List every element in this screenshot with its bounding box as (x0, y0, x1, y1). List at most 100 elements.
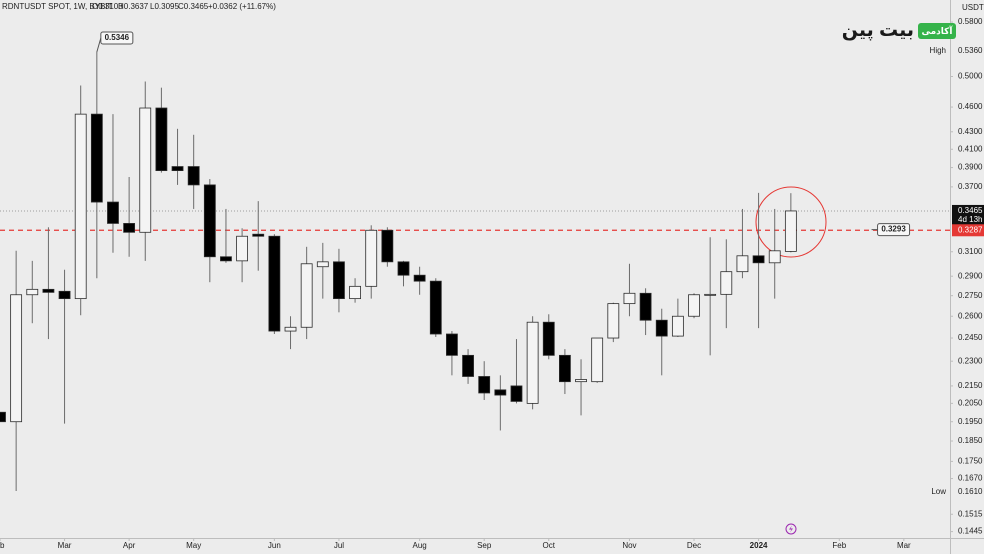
candle-body (381, 229, 394, 263)
candle-body (784, 210, 797, 252)
y-tick-label: 0.2300 (958, 356, 983, 365)
highlight-circle (755, 186, 827, 258)
candle-body (510, 385, 523, 402)
candle-body (704, 293, 717, 296)
last-price-badge (952, 204, 984, 226)
candle-body (446, 333, 458, 356)
x-tick-label: 2024 (750, 541, 768, 550)
ohlc-high: H0.3637 (118, 2, 149, 11)
callout-box (100, 31, 134, 45)
logo-tag: آکادمی (922, 25, 954, 36)
candle-body (220, 256, 232, 262)
y-tick-label: 0.4600 (958, 102, 983, 111)
callout-label: 0.5346 (105, 33, 130, 42)
event-icon-bolt (789, 525, 793, 533)
callout-label: 0.3293 (881, 225, 906, 234)
candle-body (655, 319, 668, 337)
candle-series (0, 51, 797, 492)
candle-body (107, 201, 119, 224)
candle-body (349, 285, 361, 300)
y-tick-label: 0.5000 (958, 72, 983, 81)
candle-body (542, 321, 555, 356)
price-line-label: 0.3287 (958, 225, 983, 234)
candle-body (26, 288, 39, 296)
change: +0.0362 (+11.67%) (208, 2, 276, 11)
ohlc-close: C0.3465 (178, 2, 209, 11)
x-tick-label: Dec (687, 541, 701, 550)
candle-body (90, 113, 103, 203)
candle-body (429, 280, 442, 335)
x-tick-label: Apr (123, 541, 136, 550)
x-tick-label: Jul (334, 541, 344, 550)
y-tick-label: 0.2050 (958, 398, 983, 407)
countdown: 4d 13h (958, 215, 982, 224)
y-tick-label: 0.3100 (958, 247, 983, 256)
x-tick-label: Feb (832, 541, 846, 550)
candle-body (171, 166, 184, 172)
y-tick-label: 0.2750 (958, 291, 983, 300)
candle-body (623, 292, 636, 305)
callout-pointer (96, 37, 102, 53)
candle-body (155, 107, 168, 172)
candle-body (236, 235, 248, 262)
candle-body (123, 223, 136, 233)
candle-body (10, 294, 23, 423)
candle-body (0, 411, 6, 423)
y-tick-label: 0.4300 (958, 127, 983, 136)
logo: بیت پین آکادمی (842, 20, 956, 41)
currency: USDT (962, 3, 984, 12)
y-tick-label: 0.1515 (958, 509, 983, 518)
candle-body (607, 303, 620, 339)
y-tick-label: 0.3900 (958, 163, 983, 172)
y-tick-label: 0.2450 (958, 333, 983, 342)
low-badge (952, 485, 984, 498)
y-tick-label: 0.1750 (958, 456, 983, 465)
x-tick-label: May (186, 541, 201, 550)
x-tick-label: Oct (543, 541, 556, 550)
candle-body (752, 255, 765, 264)
header: RDNTUSDT SPOT, 1W, BYBIT O0.3103 H0.3637… (2, 2, 276, 11)
y-tick-label: 0.2150 (958, 381, 983, 390)
candle-body (478, 376, 491, 394)
y-tick-label: 0.3700 (958, 182, 983, 191)
ohlc-open: O0.3103 (92, 2, 123, 11)
x-tick-label: Sep (477, 541, 492, 550)
x-tick-label: b (0, 541, 5, 550)
high-text: High (930, 46, 946, 55)
candle-body (268, 235, 281, 332)
price-line-badge (952, 224, 984, 237)
last-price-label: 0.3465 (958, 206, 983, 215)
x-tick-label: Mar (897, 541, 911, 550)
high-badge (952, 45, 984, 58)
candle-body (494, 389, 507, 396)
x-tick-label: Mar (58, 541, 72, 550)
candle-body (462, 354, 474, 377)
candle-body (252, 233, 265, 237)
candle-body (365, 229, 378, 287)
y-tick-label: 0.5800 (958, 17, 983, 26)
candle-body (736, 255, 749, 273)
candle-body (316, 261, 329, 268)
logo-badge (918, 23, 956, 39)
logo-name: بیت پین (842, 20, 914, 41)
candle-body (42, 288, 55, 293)
candle-body (768, 250, 781, 264)
candle-body (639, 292, 652, 321)
low-label: 0.1610 (958, 487, 983, 496)
candle-body (300, 263, 313, 328)
y-tick-label: 0.1670 (958, 474, 983, 483)
candle-body (74, 113, 87, 300)
candle-body (413, 274, 426, 282)
candle-body (187, 166, 200, 186)
y-tick-label: 0.2600 (958, 311, 983, 320)
callout-box (877, 223, 911, 237)
x-tick-label: Jun (268, 541, 281, 550)
symbol: RDNTUSDT SPOT, 1W, BYBIT (2, 2, 113, 11)
candle-body (671, 315, 684, 337)
candle-body (558, 354, 571, 383)
y-tick-label: 0.1850 (958, 436, 983, 445)
ohlc-low: L0.3095 (150, 2, 179, 11)
